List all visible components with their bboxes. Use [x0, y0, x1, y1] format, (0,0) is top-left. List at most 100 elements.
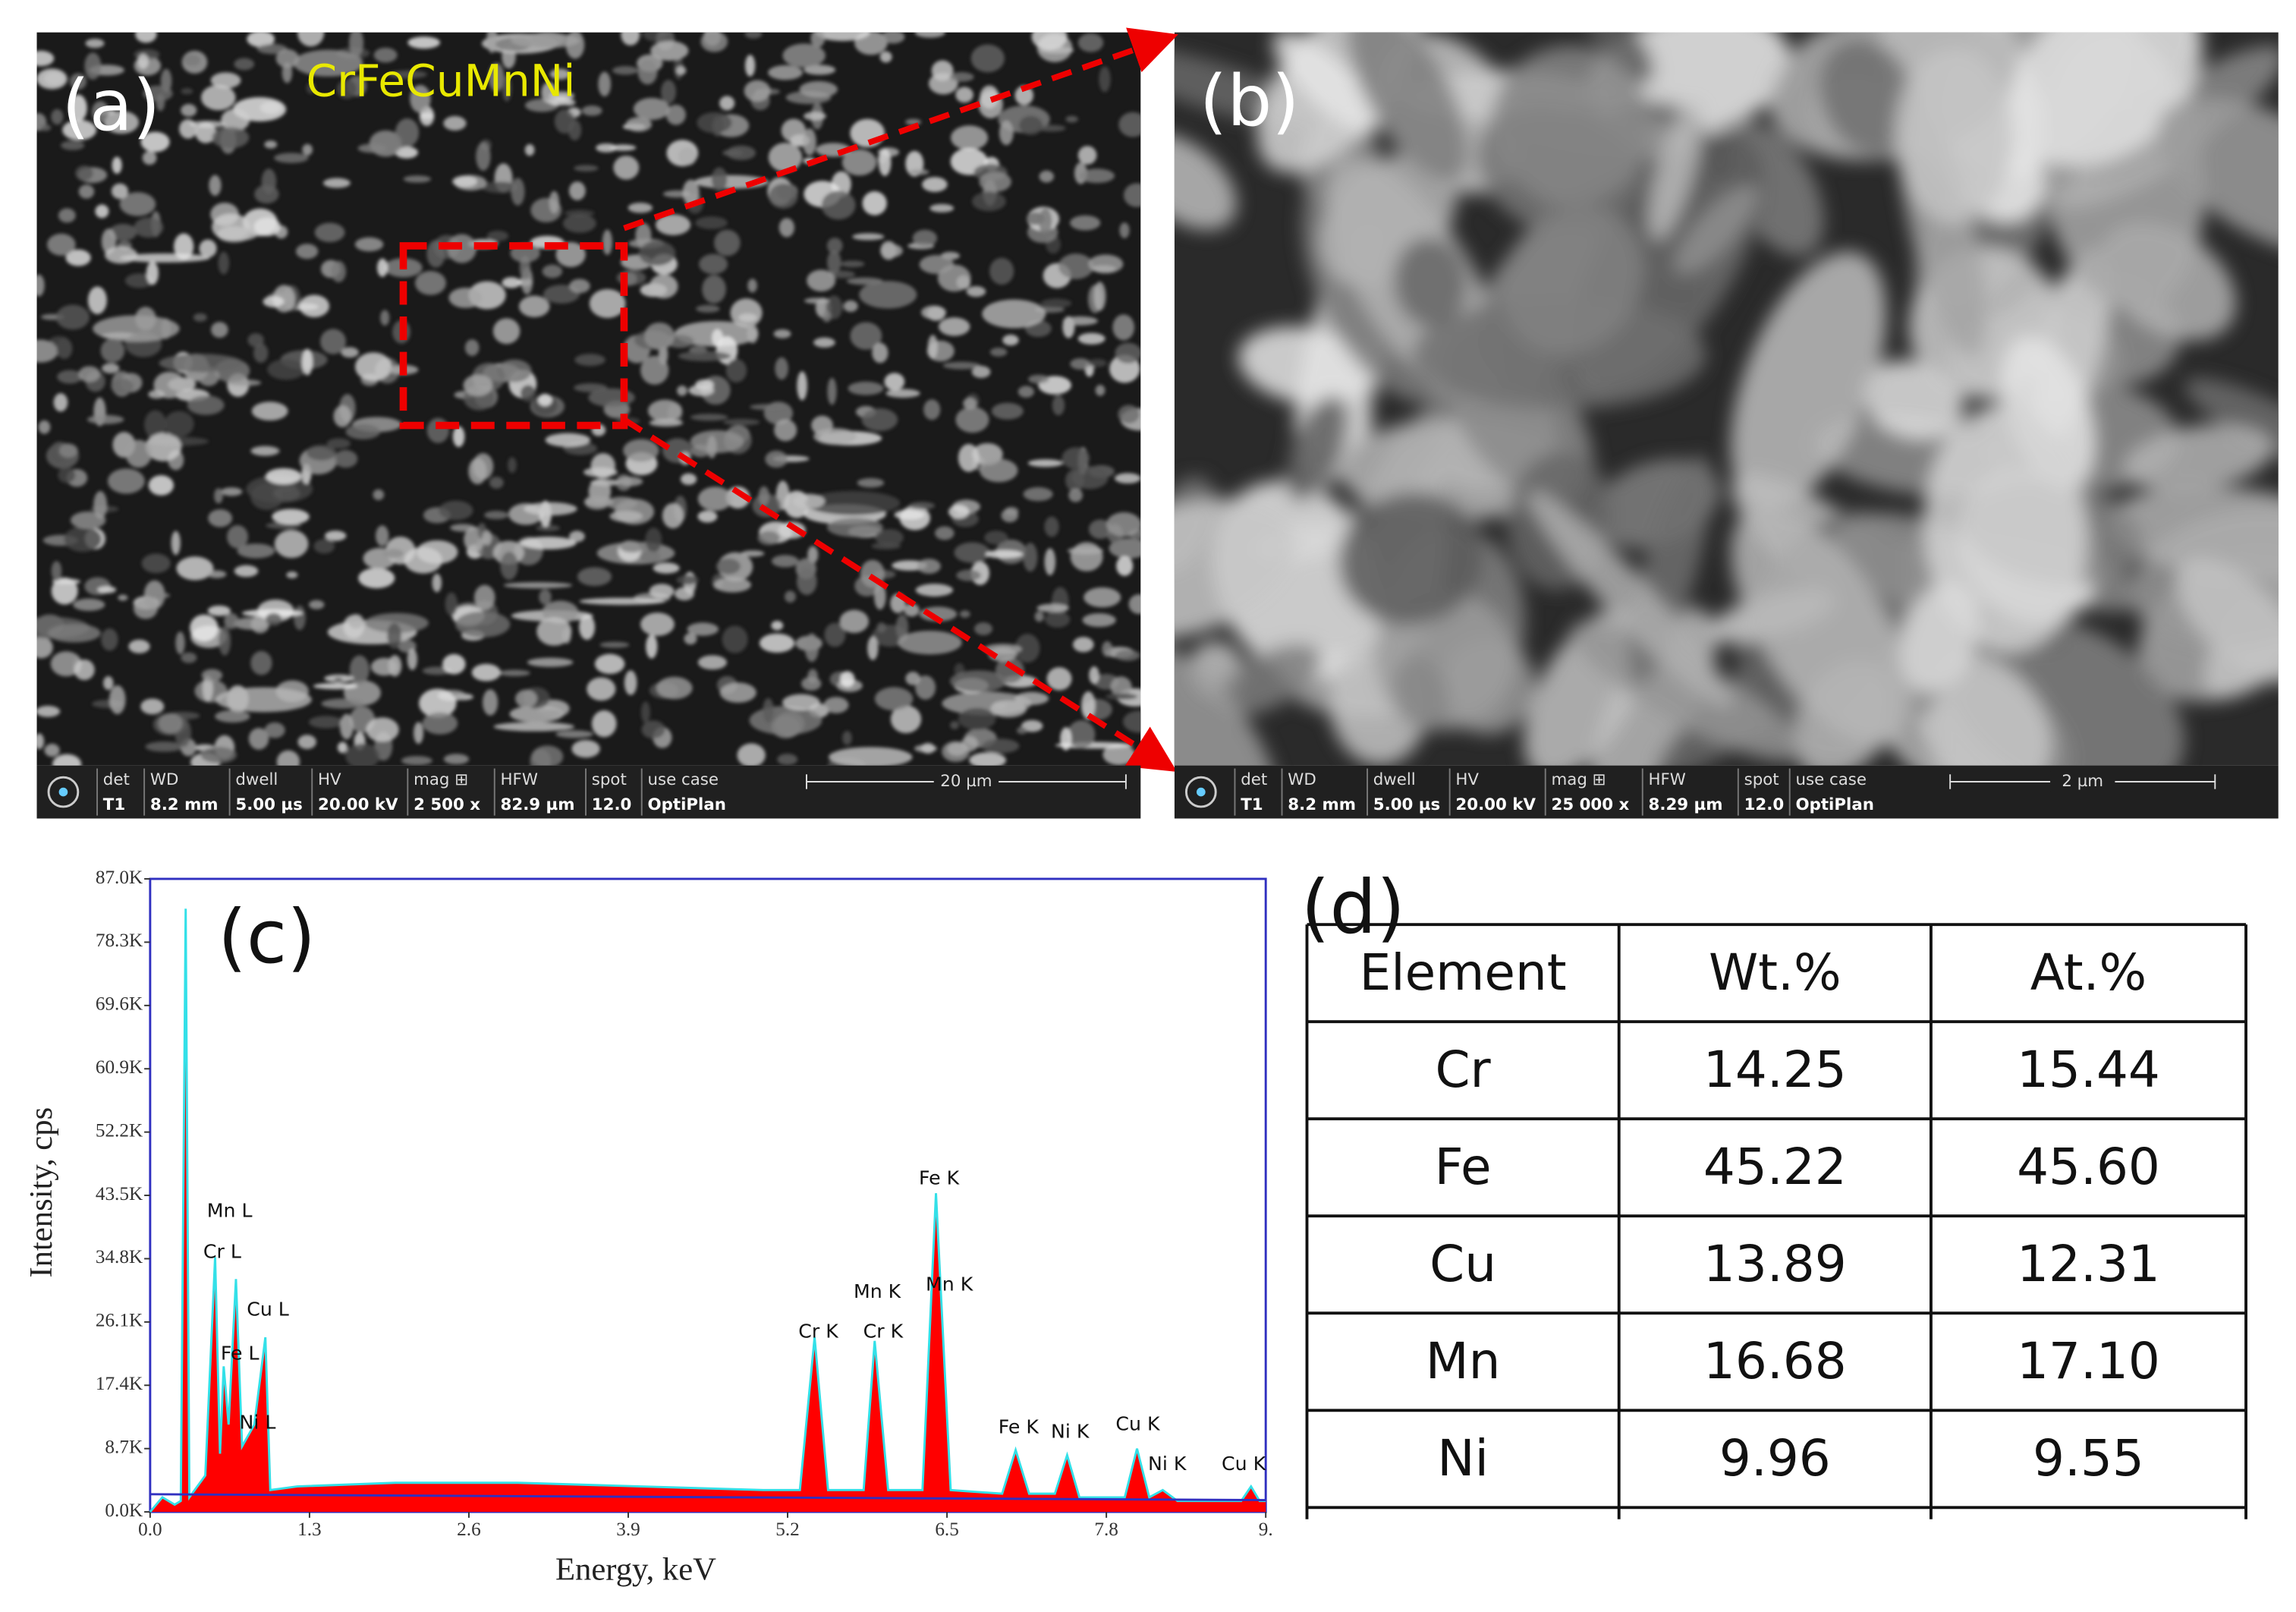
logo — [1197, 787, 1206, 797]
particle — [181, 652, 197, 663]
particle — [60, 140, 85, 150]
particle — [874, 687, 914, 711]
particle — [879, 51, 892, 63]
peak-label: Cu L — [247, 1298, 289, 1320]
particle — [1014, 85, 1033, 105]
particle — [955, 87, 973, 103]
particle — [899, 505, 931, 531]
particle — [341, 347, 359, 358]
particle — [999, 120, 1014, 146]
x-tick-label: 2.6 — [457, 1519, 481, 1540]
particle — [1819, 39, 1917, 156]
particle — [842, 730, 852, 745]
x-tick-label: 9. — [1259, 1519, 1273, 1540]
particle — [722, 625, 748, 653]
particle — [44, 743, 60, 757]
scale-bar-label: 20 µm — [940, 772, 992, 791]
particle — [878, 148, 892, 176]
particle — [349, 655, 370, 685]
particle — [105, 246, 138, 264]
table-cell: 16.68 — [1703, 1332, 1847, 1390]
particle — [218, 251, 230, 275]
particle — [747, 279, 757, 293]
particle — [297, 32, 325, 47]
particle — [486, 32, 498, 53]
particle — [804, 112, 826, 121]
particle — [426, 417, 450, 443]
spectrum-plot: 0.0K 8.7K 17.4K 26.1K 34.8K 43.5K 52.2K 60.9K 69… — [96, 867, 1273, 1540]
particle — [609, 510, 643, 522]
particle — [1021, 719, 1043, 732]
particle — [58, 208, 76, 223]
particle — [843, 300, 858, 313]
particle — [747, 324, 759, 344]
particle — [696, 304, 720, 313]
particle — [969, 752, 1006, 766]
particle — [792, 493, 826, 509]
particle — [455, 611, 511, 638]
particle — [210, 72, 241, 89]
particle — [1046, 667, 1072, 691]
particle — [951, 125, 989, 150]
particle — [432, 573, 442, 593]
table-cell: Mn — [1426, 1332, 1501, 1390]
particle — [158, 713, 183, 734]
particle — [807, 546, 819, 564]
particle — [55, 304, 90, 330]
info-header: mag ⊞ — [414, 770, 468, 789]
particle — [702, 275, 726, 304]
peak-label: Fe L — [221, 1343, 259, 1365]
particle — [174, 233, 194, 260]
y-tick-label: 0.0K — [105, 1500, 143, 1521]
particle — [542, 264, 563, 279]
particle — [640, 701, 650, 723]
info-header: WD — [1288, 770, 1316, 789]
particle — [69, 94, 87, 122]
particle — [1346, 32, 1469, 184]
info-header: use case — [1795, 770, 1867, 789]
particle — [644, 322, 675, 350]
particle — [483, 689, 499, 716]
particle — [641, 720, 665, 739]
particle — [295, 244, 319, 260]
info-header: HFW — [1649, 770, 1686, 789]
particle — [979, 172, 1011, 192]
y-tick-label: 52.2K — [96, 1120, 143, 1141]
info-value: OptiPlan — [1795, 795, 1873, 814]
particle — [1216, 643, 1322, 716]
particle — [690, 430, 744, 453]
particle — [804, 633, 819, 663]
particle — [1272, 32, 1380, 133]
particle — [857, 478, 885, 488]
particle — [749, 706, 822, 735]
particle — [376, 258, 388, 277]
particle — [148, 389, 165, 399]
particle — [1088, 358, 1107, 367]
particle — [801, 676, 822, 691]
particle — [263, 295, 285, 307]
particle — [829, 747, 913, 766]
particle — [201, 669, 223, 682]
particle — [511, 178, 525, 206]
particle — [874, 583, 886, 610]
particle — [565, 32, 585, 59]
particle — [403, 175, 432, 183]
particle — [662, 502, 684, 529]
particle — [267, 359, 306, 380]
particle — [774, 419, 797, 442]
particle — [1731, 507, 1913, 746]
particle — [587, 677, 616, 701]
particle — [579, 614, 596, 641]
particle — [581, 105, 602, 116]
particle — [768, 65, 803, 80]
particle — [47, 233, 76, 256]
particle — [1675, 184, 1760, 274]
particle — [492, 318, 521, 345]
particle — [103, 111, 140, 134]
scale-bar-bg — [2050, 771, 2115, 792]
particle — [697, 486, 733, 512]
particle — [577, 567, 612, 587]
particle — [699, 253, 728, 275]
particle — [545, 433, 591, 447]
